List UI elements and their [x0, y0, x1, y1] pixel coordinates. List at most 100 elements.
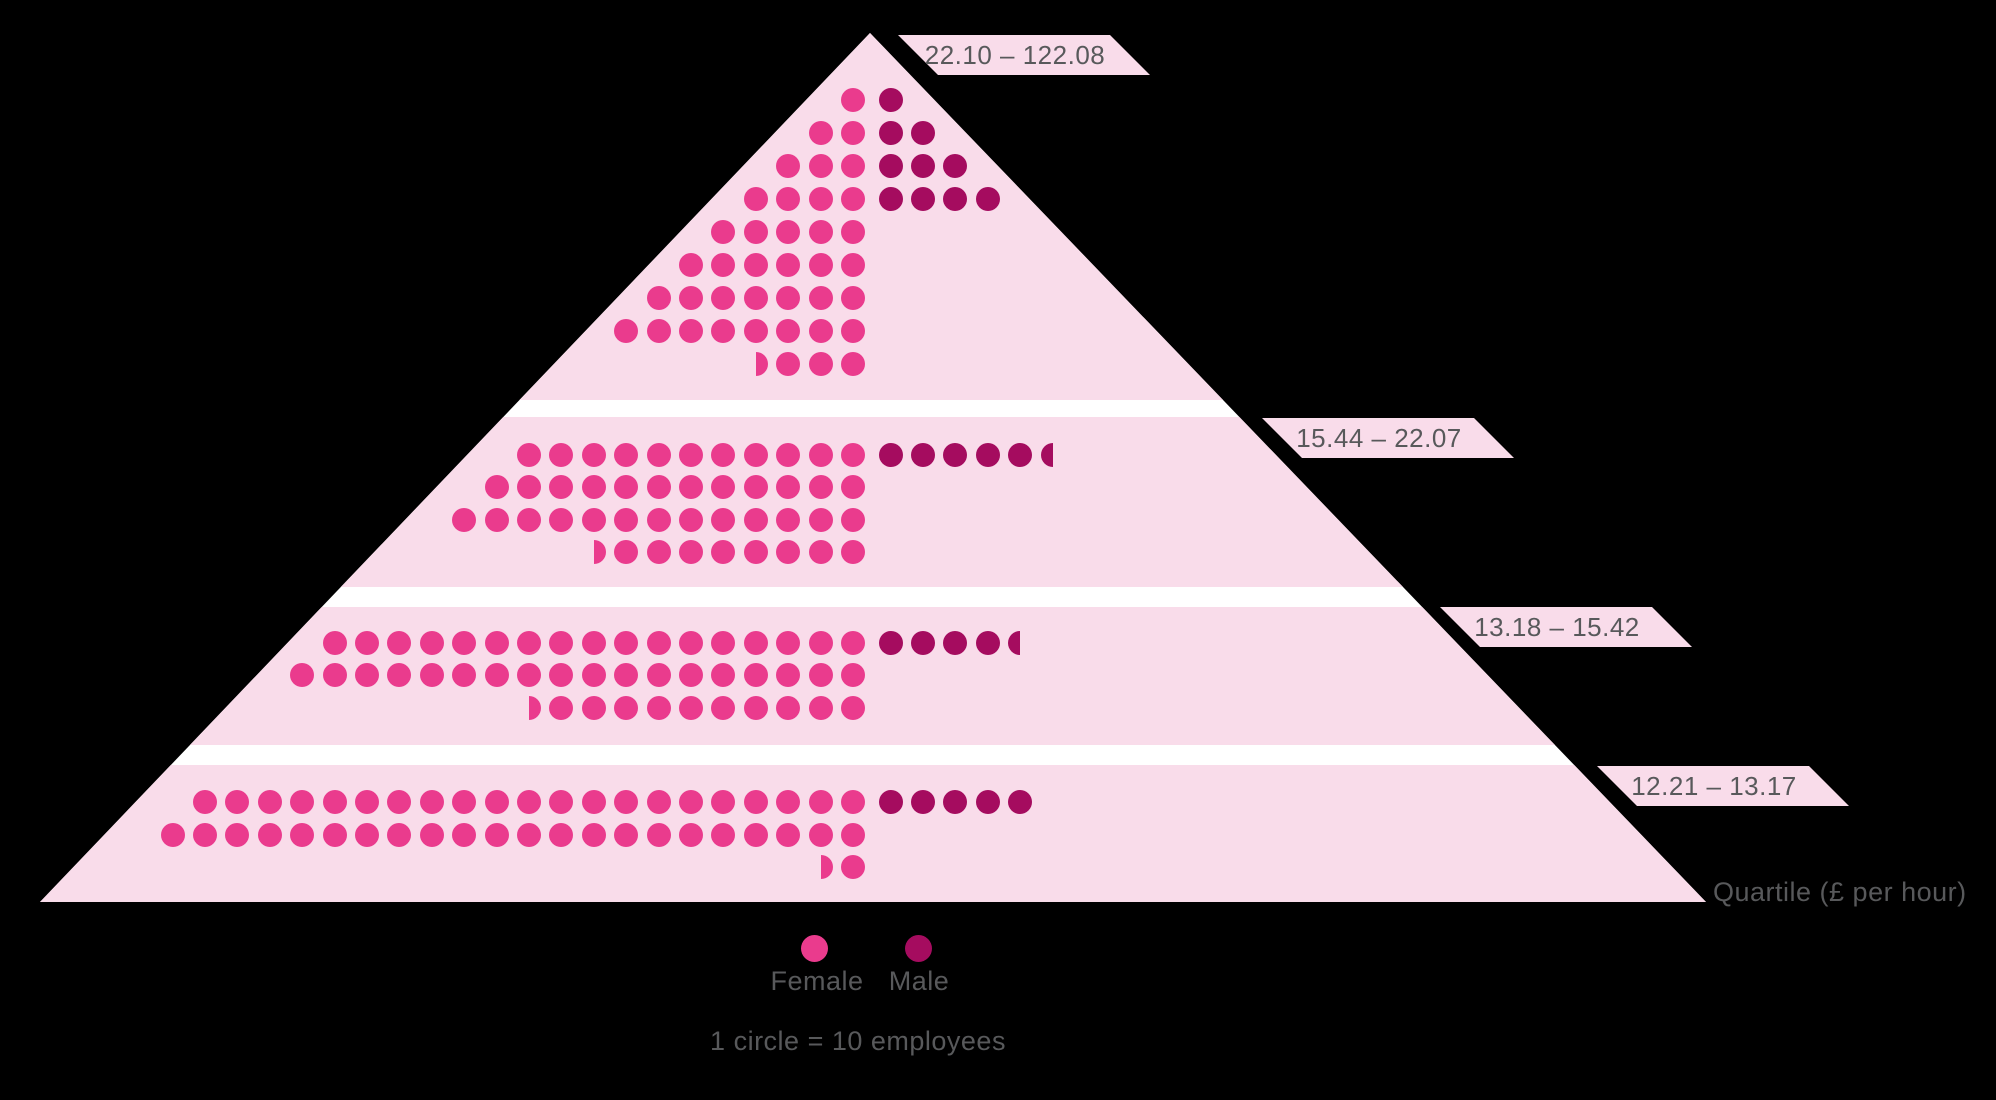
- male-circle: [878, 121, 903, 145]
- female-circle: [549, 443, 574, 467]
- female-circle: [743, 508, 768, 532]
- female-circle: [743, 631, 768, 655]
- female-circle: [614, 823, 639, 847]
- female-circle: [841, 696, 865, 720]
- female-circle: [841, 631, 865, 655]
- female-circle: [549, 475, 574, 499]
- female-legend-label: Female: [770, 966, 864, 996]
- female-circle: [711, 475, 736, 499]
- female-circle: [646, 443, 671, 467]
- female-circle: [355, 663, 379, 687]
- female-circle: [711, 540, 736, 564]
- male-circle: [1008, 443, 1033, 467]
- male-circle: [910, 154, 935, 178]
- female-circle: [355, 631, 379, 655]
- female-circle: [808, 187, 833, 211]
- female-circle: [711, 220, 736, 244]
- female-circle: [193, 790, 217, 814]
- female-circle: [711, 508, 736, 532]
- female-circle: [841, 475, 865, 499]
- female-circle: [646, 823, 671, 847]
- female-circle: [679, 253, 703, 277]
- female-circle: [387, 663, 412, 687]
- female-circle: [776, 220, 801, 244]
- female-circle: [679, 790, 703, 814]
- male-circle: [910, 631, 935, 655]
- female-circle: [614, 319, 639, 343]
- male-half-circle: [1008, 631, 1021, 655]
- female-circle: [322, 631, 347, 655]
- female-circle: [517, 631, 541, 655]
- male-circle: [975, 443, 1000, 467]
- female-circle: [679, 540, 703, 564]
- female-circle: [808, 663, 833, 687]
- male-circle: [910, 443, 935, 467]
- female-circle: [776, 187, 801, 211]
- female-circle: [776, 154, 801, 178]
- female-circle: [808, 220, 833, 244]
- female-circle: [776, 508, 801, 532]
- male-circle: [910, 187, 935, 211]
- female-circle: [549, 508, 574, 532]
- female-circle: [743, 475, 768, 499]
- female-circle: [808, 790, 833, 814]
- female-circle: [517, 790, 541, 814]
- female-circle: [743, 187, 768, 211]
- female-circle: [581, 823, 606, 847]
- female-circle: [679, 508, 703, 532]
- female-circle: [841, 790, 865, 814]
- female-circle: [743, 663, 768, 687]
- female-circle: [711, 253, 736, 277]
- female-circle: [841, 187, 865, 211]
- male-half-circle: [1040, 443, 1053, 467]
- female-circle: [776, 253, 801, 277]
- female-circle: [776, 540, 801, 564]
- female-circle: [711, 790, 736, 814]
- quartile-band-3: [40, 607, 1706, 745]
- range-label-text: 22.10 – 122.08: [924, 39, 1106, 70]
- range-label-text: 15.44 – 22.07: [1296, 422, 1462, 453]
- male-circle: [878, 154, 903, 178]
- female-half-circle: [593, 540, 606, 564]
- female-circle: [614, 540, 639, 564]
- female-circle: [517, 823, 541, 847]
- female-circle: [484, 823, 509, 847]
- female-circle: [841, 319, 865, 343]
- female-circle: [808, 443, 833, 467]
- female-circle: [808, 823, 833, 847]
- female-circle: [841, 443, 865, 467]
- female-circle: [841, 253, 865, 277]
- male-circle: [878, 443, 903, 467]
- female-circle: [549, 696, 574, 720]
- female-circle: [841, 286, 865, 310]
- female-circle: [711, 696, 736, 720]
- female-circle: [743, 286, 768, 310]
- female-circle: [776, 663, 801, 687]
- female-circle: [679, 823, 703, 847]
- quartile-band-2: [40, 417, 1706, 587]
- female-half-circle: [529, 696, 541, 720]
- female-circle: [743, 823, 768, 847]
- female-circle: [225, 790, 250, 814]
- female-circle: [841, 540, 865, 564]
- range-label-text: 12.21 – 13.17: [1631, 770, 1797, 801]
- female-circle: [484, 663, 509, 687]
- female-circle: [419, 663, 444, 687]
- quartile-range-label-1: 22.10 – 122.08: [898, 35, 1150, 75]
- female-circle: [808, 253, 833, 277]
- unit-note: 1 circle = 10 employees: [710, 1026, 1006, 1056]
- female-circle: [581, 790, 606, 814]
- female-circle: [452, 823, 477, 847]
- female-circle: [679, 631, 703, 655]
- range-label-text: 13.18 – 15.42: [1474, 611, 1640, 642]
- female-circle: [679, 319, 703, 343]
- female-circle: [646, 475, 671, 499]
- female-circle: [841, 823, 865, 847]
- female-circle: [517, 443, 541, 467]
- female-circle: [808, 286, 833, 310]
- male-circle: [878, 88, 903, 112]
- female-circle: [808, 352, 833, 376]
- female-circle: [776, 631, 801, 655]
- male-circle: [943, 443, 968, 467]
